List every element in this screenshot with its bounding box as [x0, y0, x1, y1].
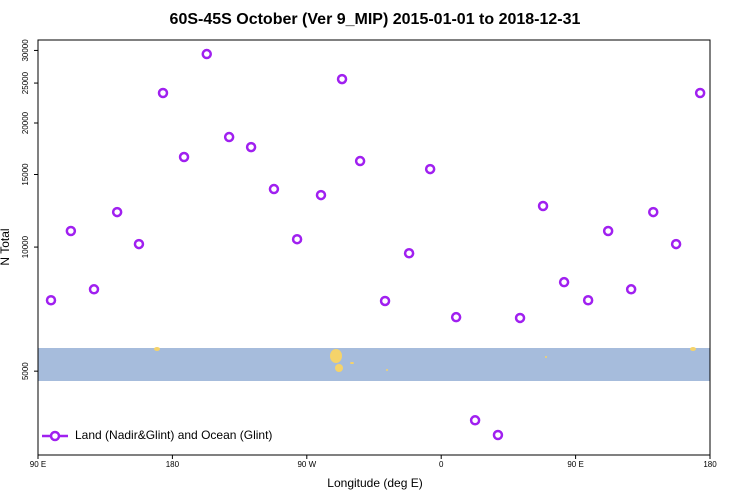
point [625, 284, 637, 295]
x-tick-label: 180 [703, 460, 717, 469]
point [223, 131, 235, 143]
point [268, 183, 280, 195]
chart-title: 60S-45S October (Ver 9_MIP) 2015-01-01 t… [170, 11, 581, 28]
point [492, 429, 504, 441]
y-tick-label: 5000 [21, 362, 30, 380]
y-axis-label: N Total [0, 228, 12, 265]
point [336, 73, 348, 85]
legend-label: Land (Nadir&Glint) and Ocean (Glint) [75, 428, 272, 442]
y-tick-label: 15000 [21, 163, 30, 186]
point [648, 206, 659, 218]
point [201, 48, 212, 60]
y-tick-label: 10000 [21, 235, 30, 258]
legend-marker [49, 430, 61, 442]
point [354, 155, 366, 167]
point [694, 87, 706, 99]
y-tick-label: 30000 [21, 39, 30, 62]
point [245, 141, 257, 153]
x-tick-label: 180 [166, 460, 180, 469]
point [403, 248, 415, 259]
point [537, 200, 549, 212]
map-strip [38, 347, 710, 381]
x-tick-label: 90 E [567, 460, 583, 469]
x-tick-label: 0 [439, 460, 444, 469]
y-tick-label: 25000 [21, 71, 30, 94]
point [424, 163, 436, 175]
point [379, 295, 391, 307]
point [178, 151, 190, 163]
point [670, 238, 682, 250]
point [45, 295, 57, 306]
y-tick-label: 20000 [21, 111, 30, 134]
x-tick-label: 90 W [297, 460, 316, 469]
point [514, 312, 526, 324]
point [469, 415, 481, 426]
point [558, 276, 570, 288]
point [291, 233, 303, 245]
point [88, 284, 100, 295]
point [133, 238, 145, 250]
point [65, 225, 77, 237]
x-axis-label: Longitude (deg E) [327, 476, 422, 490]
point [450, 311, 462, 323]
point [602, 225, 614, 237]
point [111, 206, 123, 218]
point [315, 189, 327, 201]
x-tick-label: 90 E [30, 460, 46, 469]
point [582, 295, 594, 306]
point [157, 87, 169, 99]
